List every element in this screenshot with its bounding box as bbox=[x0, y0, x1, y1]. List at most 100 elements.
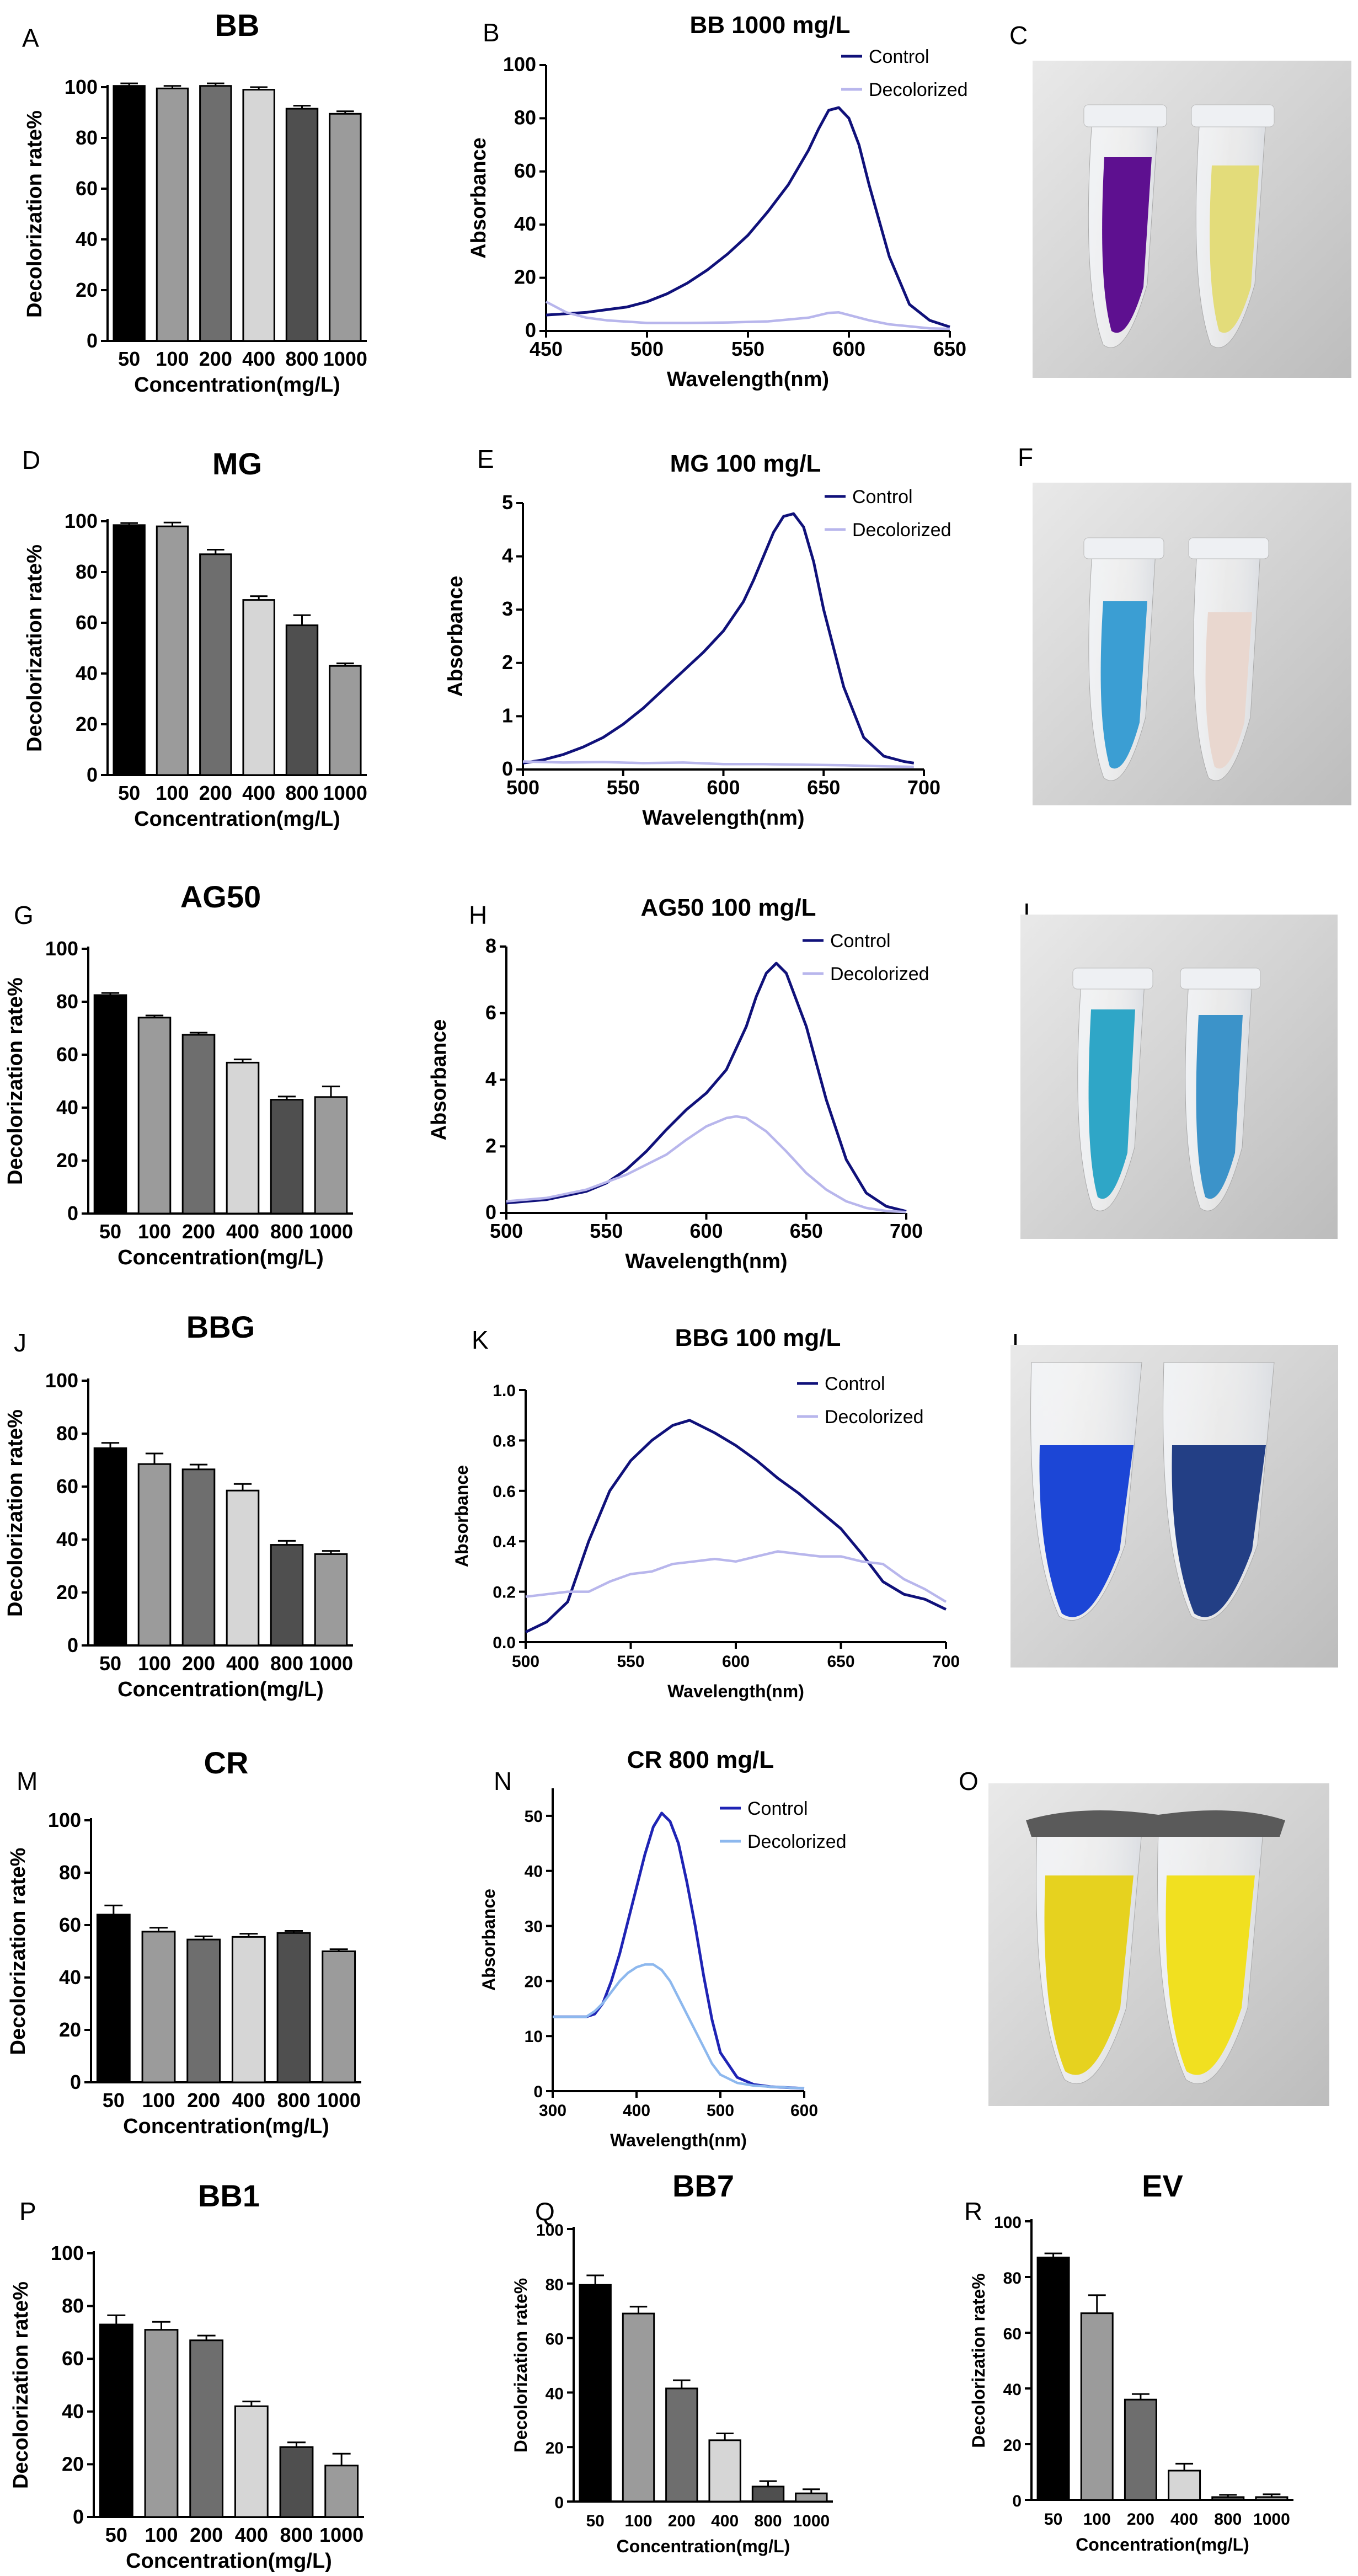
x-tick-label-b: 450 bbox=[530, 338, 563, 360]
series-line-k-decolorized bbox=[525, 1550, 947, 1603]
y-tick-label-p: 0 bbox=[73, 2505, 84, 2528]
y-tick-label-a: 60 bbox=[76, 177, 98, 200]
bar-chart-p: BB1 0 20 40 60 80 100 50 100 200 400 800 1000 Concent… bbox=[9, 2178, 364, 2573]
x-tick-label-a: 1000 bbox=[323, 348, 367, 370]
panel-letter-n: N bbox=[494, 1767, 512, 1795]
y-tick-label-e: 1 bbox=[502, 704, 513, 726]
y-tick-label-a: 40 bbox=[76, 228, 98, 250]
y-tick-label-g: 40 bbox=[56, 1096, 78, 1119]
bar-a-50 bbox=[113, 85, 146, 342]
y-tick-label-n: 0 bbox=[533, 2083, 543, 2101]
x-tick-label-n: 500 bbox=[707, 2102, 734, 2120]
x-axis-label-n: Wavelength(nm) bbox=[610, 2130, 747, 2150]
y-tick-label-b: 20 bbox=[514, 266, 536, 288]
y-tick-label-j: 60 bbox=[56, 1475, 78, 1498]
y-tick-label-r: 20 bbox=[1003, 2436, 1022, 2455]
y-tick-label-j: 20 bbox=[56, 1581, 78, 1604]
x-axis-label-m: Concentration(mg/L) bbox=[123, 2115, 329, 2138]
panel-letter-o: O bbox=[959, 1767, 979, 1795]
bar-r-200 bbox=[1124, 2398, 1157, 2501]
legend-label-e-0: Control bbox=[852, 487, 913, 507]
bar-j-50 bbox=[93, 1447, 127, 1647]
bar-r-800 bbox=[1211, 2496, 1245, 2501]
x-tick-label-r: 400 bbox=[1170, 2510, 1198, 2529]
x-tick-label-r: 50 bbox=[1044, 2510, 1062, 2529]
x-axis-label-b: Wavelength(nm) bbox=[667, 368, 829, 391]
bar-q-400 bbox=[708, 2439, 741, 2503]
x-tick-label-d: 200 bbox=[199, 782, 232, 804]
x-tick-label-p: 50 bbox=[105, 2524, 127, 2546]
tube-pair-photo-O bbox=[1026, 1810, 1285, 2085]
x-tick-label-e: 500 bbox=[506, 776, 539, 799]
bar-chart-g: AG50 0 20 40 60 80 100 50 100 200 400 800 1000 Concen… bbox=[4, 879, 353, 1269]
bar-g-1000 bbox=[314, 1096, 348, 1215]
y-tick-label-h: 4 bbox=[485, 1068, 496, 1091]
legend-label-n-1: Decolorized bbox=[747, 1831, 847, 1852]
legend-label-b-1: Decolorized bbox=[869, 79, 968, 100]
bar-p-400 bbox=[234, 2405, 269, 2518]
photo-panel-L bbox=[1011, 1345, 1338, 1668]
y-tick-label-p: 40 bbox=[62, 2400, 84, 2423]
y-tick-label-m: 60 bbox=[59, 1914, 81, 1936]
bar-d-200 bbox=[199, 553, 232, 776]
y-tick-label-j: 0 bbox=[67, 1634, 78, 1656]
y-tick-label-n: 40 bbox=[525, 1863, 543, 1881]
y-tick-label-n: 30 bbox=[525, 1918, 543, 1936]
series-line-b-control bbox=[546, 106, 950, 329]
bar-d-50 bbox=[113, 524, 146, 776]
x-axis-label-h: Wavelength(nm) bbox=[625, 1250, 787, 1273]
bar-d-800 bbox=[285, 624, 319, 776]
y-tick-label-g: 80 bbox=[56, 990, 78, 1013]
x-axis-label-r: Concentration(mg/L) bbox=[1076, 2535, 1249, 2554]
x-tick-label-g: 50 bbox=[99, 1220, 121, 1243]
y-tick-label-d: 0 bbox=[87, 763, 98, 786]
panel-letter-d: D bbox=[22, 446, 40, 474]
series-line-k-control bbox=[525, 1419, 947, 1633]
y-tick-label-m: 80 bbox=[59, 1861, 81, 1884]
y-axis-label-e: Absorbance bbox=[444, 576, 467, 697]
bar-g-400 bbox=[226, 1061, 260, 1215]
x-tick-label-b: 600 bbox=[832, 338, 865, 360]
series-line-e-control bbox=[522, 512, 915, 765]
y-axis-label-b: Absorbance bbox=[467, 137, 490, 259]
panel-letter-p: P bbox=[19, 2197, 36, 2226]
bar-j-200 bbox=[181, 1468, 216, 1647]
bar-q-1000 bbox=[795, 2492, 828, 2503]
bar-m-100 bbox=[141, 1931, 176, 2083]
y-tick-label-r: 0 bbox=[1012, 2492, 1022, 2510]
x-tick-label-h: 500 bbox=[490, 1220, 523, 1242]
x-tick-label-a: 100 bbox=[156, 348, 189, 370]
x-tick-label-p: 800 bbox=[280, 2524, 313, 2546]
bar-chart-a: BB 0 20 40 60 80 100 50 100 200 400 800 1000 Concentr… bbox=[23, 8, 367, 397]
bar-r-100 bbox=[1080, 2312, 1114, 2501]
y-tick-label-j: 80 bbox=[56, 1422, 78, 1445]
x-tick-label-h: 650 bbox=[790, 1220, 823, 1242]
y-axis-label-j: Decolorization rate% bbox=[4, 1409, 27, 1617]
x-axis-label-p: Concentration(mg/L) bbox=[126, 2550, 332, 2573]
x-tick-label-q: 1000 bbox=[793, 2512, 830, 2530]
y-tick-label-b: 80 bbox=[514, 106, 536, 129]
y-tick-label-e: 3 bbox=[502, 597, 513, 620]
series-line-e-decolorized bbox=[522, 760, 914, 768]
panel-letter-m: M bbox=[17, 1767, 38, 1795]
x-tick-label-g: 400 bbox=[226, 1220, 259, 1243]
x-tick-label-p: 100 bbox=[145, 2524, 178, 2546]
chart-title-g: AG50 bbox=[180, 879, 261, 914]
photo-panel-I bbox=[1020, 915, 1338, 1239]
x-tick-label-p: 200 bbox=[190, 2524, 223, 2546]
chart-title-q: BB7 bbox=[672, 2168, 734, 2203]
y-tick-label-m: 40 bbox=[59, 1966, 81, 1989]
x-tick-label-a: 200 bbox=[199, 348, 232, 370]
y-tick-label-j: 40 bbox=[56, 1528, 78, 1551]
chart-title-p: BB1 bbox=[198, 2178, 260, 2213]
y-tick-label-e: 4 bbox=[502, 544, 513, 567]
y-tick-label-r: 60 bbox=[1003, 2325, 1022, 2343]
y-tick-label-q: 40 bbox=[546, 2385, 564, 2403]
x-tick-label-k: 500 bbox=[512, 1653, 539, 1671]
y-axis-label-p: Decolorization rate% bbox=[9, 2281, 33, 2489]
y-tick-label-b: 60 bbox=[514, 159, 536, 182]
y-tick-label-h: 8 bbox=[485, 934, 496, 957]
x-tick-label-j: 400 bbox=[226, 1652, 259, 1675]
y-tick-label-r: 40 bbox=[1003, 2381, 1022, 2399]
